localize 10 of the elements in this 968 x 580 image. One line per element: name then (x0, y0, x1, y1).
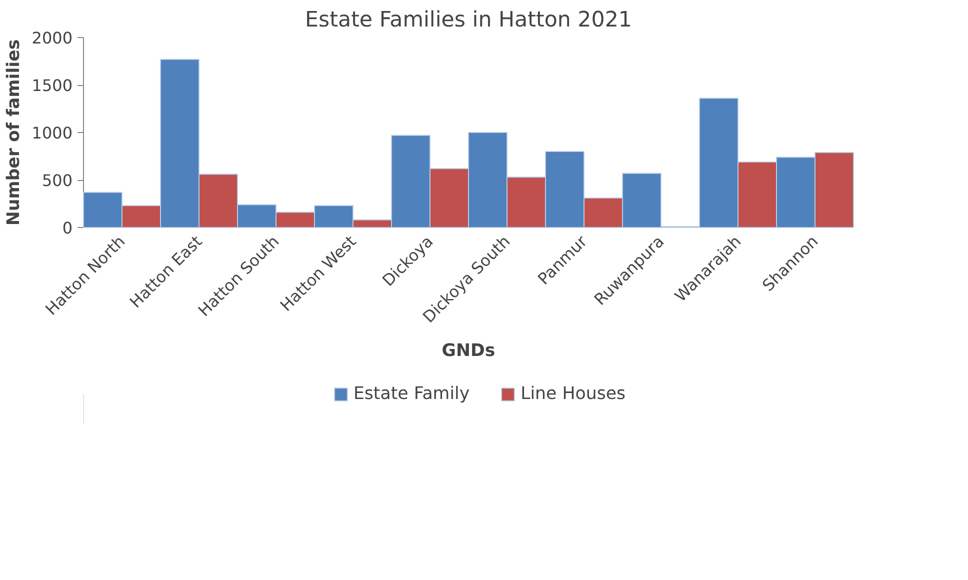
legend-label: Line Houses (520, 384, 626, 404)
y-tick-label: 1500 (32, 76, 72, 95)
legend-label: Estate Family (353, 384, 470, 404)
x-axis-title: GNDs (442, 341, 496, 362)
y-tick-label: 2000 (32, 28, 72, 48)
y-tick-label: 0 (62, 218, 73, 238)
y-tick-label: 1000 (32, 124, 72, 142)
y-tick-label: 500 (42, 171, 73, 190)
chart-title: Estate Families in Hatton 2021 (305, 8, 632, 32)
y-axis-title: Number of families (4, 39, 24, 226)
